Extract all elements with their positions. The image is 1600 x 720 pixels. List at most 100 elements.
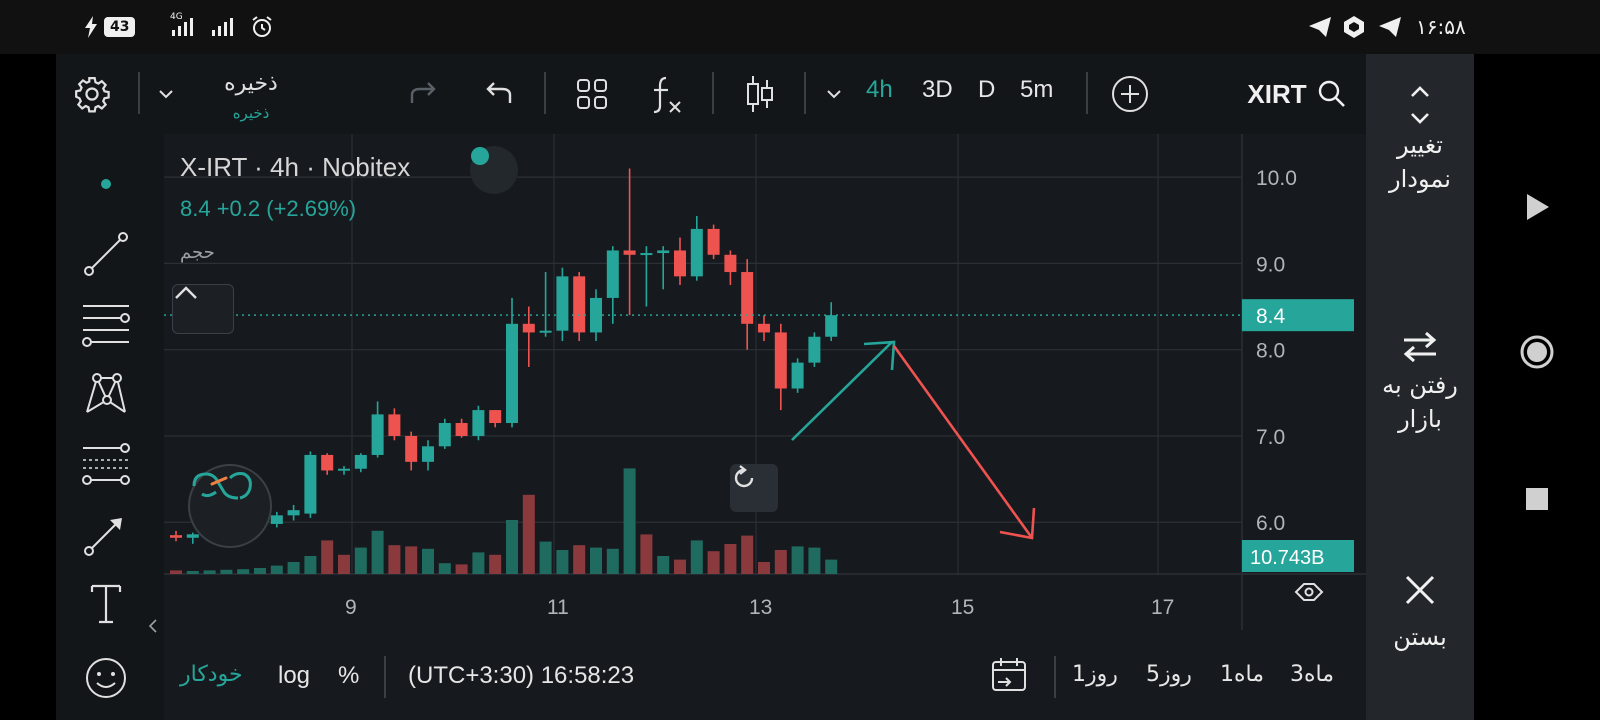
clock: ۱۶:۵۸ [1416,15,1466,39]
range-1-month[interactable]: 1ماه [1220,662,1265,687]
emoji-smiley-icon[interactable] [78,650,134,706]
expand-toolbar-chevron-icon[interactable] [148,618,160,638]
chart-canvas[interactable]: 6.0 7.0 8.0 9.0 10.0 9 11 13 15 17 8.4 10.743B [164,134,1366,630]
candle-body [405,435,418,462]
market-status-indicator [470,146,518,194]
close-button[interactable]: بستن [1393,623,1447,651]
volume-bar [405,546,418,574]
log-scale-toggle[interactable]: log [278,662,311,689]
indicators-fx-icon[interactable] [644,72,688,116]
range-3-months[interactable]: 3ماه [1290,662,1335,687]
nav-back-play-icon[interactable] [1474,192,1600,222]
toolbar-separator [138,72,140,114]
volume-bar [758,562,770,574]
range-5-days[interactable]: 5روز [1146,662,1192,687]
nav-home-icon[interactable] [1474,334,1600,370]
time-tick-label: 13 [749,596,772,619]
layout-name[interactable]: ذخیره [224,70,278,96]
timezone-clock[interactable]: (UTC+3:30) 16:58:23 [408,662,635,689]
volume-bar [270,565,283,574]
candle-body [825,315,838,337]
candle-body [354,454,367,469]
bottom-separator [384,656,386,698]
close-icon[interactable] [1402,572,1438,608]
volume-bar [741,535,754,574]
broker-logo [188,464,272,548]
candle-body [186,534,199,538]
interval-4h[interactable]: 4h [866,76,893,103]
volume-bar [774,550,787,574]
candles-chart-type-icon[interactable] [740,72,780,116]
candle-body [690,228,703,277]
volume-bar [354,547,367,574]
symbol-name[interactable]: XIRT [1247,78,1307,109]
toolbar-separator [1086,72,1088,114]
pattern-tool-icon[interactable] [78,366,134,422]
volume-bar [690,540,703,574]
candle-body [539,330,552,333]
candle-body [741,272,754,324]
axis-settings-icon[interactable] [1294,583,1324,601]
price-tick-label: 7.0 [1256,426,1285,449]
reset-chart-icon[interactable] [730,464,778,512]
android-nav-bar [1474,54,1600,720]
legend-ohlc-change: 8.4 +0.2 (+2.69%) [180,196,357,221]
arrow-tool-icon[interactable] [78,506,134,562]
go-to-market-arrows-icon[interactable] [1400,330,1440,366]
interval-d[interactable]: D [978,76,996,103]
candle-body [388,414,401,436]
layout-dropdown-chevron-icon[interactable] [152,80,180,108]
collapse-legend-button[interactable] [172,284,234,334]
top-toolbar: ذخیره ذخیره 4h 3D D 5m XIRT [56,54,1366,134]
cursor-dot-icon[interactable] [78,156,134,212]
percent-scale-toggle[interactable]: % [338,662,360,689]
undo-icon[interactable] [478,76,518,112]
volume-bar [791,546,804,574]
candle-body [489,410,502,424]
go-to-market-button[interactable]: رفتن به بازار [1382,371,1458,433]
go-to-date-calendar-icon[interactable] [990,656,1030,696]
volume-bar [657,556,670,574]
candle-body [422,446,434,462]
volume-bar [590,547,602,574]
add-compare-plus-icon[interactable] [1108,72,1152,116]
legend-volume-label: حجم [180,242,215,263]
time-tick-label: 9 [345,596,357,619]
volume-bar [539,541,552,574]
redo-icon[interactable] [404,76,444,112]
range-1-day[interactable]: 1روز [1072,662,1118,687]
price-chart[interactable]: 6.0 7.0 8.0 9.0 10.0 9 11 13 15 17 8.4 10.743B X-IR… [164,134,1366,630]
layout-sublabel: ذخیره [232,104,270,122]
prediction-tool-icon[interactable] [78,436,134,492]
interval-dropdown-chevron-icon[interactable] [820,80,848,108]
candle-body [623,250,636,255]
right-action-panel: تغییر نمودار رفتن به بازار بستن [1366,54,1474,720]
interval-3d[interactable]: 3D [922,76,953,103]
trend-line-icon[interactable] [78,226,134,282]
volume-value-label: 10.743B [1250,547,1325,569]
toolbar-separator [804,72,806,114]
volume-bar [674,559,686,574]
chart-app: ذخیره ذخیره 4h 3D D 5m XIRT [56,54,1474,720]
interval-5m[interactable]: 5m [1020,76,1054,103]
legend-symbol-title: X-IRT · 4h · Nobitex [180,152,411,182]
layout-grid-icon[interactable] [572,74,612,114]
auto-scale-toggle[interactable]: خودکار [180,662,243,687]
volume-bar [724,544,737,574]
candle-body [657,250,670,254]
settings-gear-icon[interactable] [70,72,114,116]
candle-body [674,250,686,277]
candle-body [758,323,770,333]
change-chart-button[interactable]: تغییر نمودار [1389,131,1451,193]
text-tool-icon[interactable] [78,576,134,632]
candle-body [321,454,334,471]
cell-signal-2-icon [210,14,240,40]
fib-retracement-icon[interactable] [78,296,134,352]
change-chart-updown-icon[interactable] [1404,84,1436,128]
volume-bar [203,570,216,574]
status-bar: 43 4G ۱۶:۵۸ [0,0,1600,54]
nav-recents-icon[interactable] [1474,486,1600,512]
symbol-search-icon[interactable] [1314,76,1350,112]
candle-body [338,468,350,471]
volume-bar [472,552,485,574]
